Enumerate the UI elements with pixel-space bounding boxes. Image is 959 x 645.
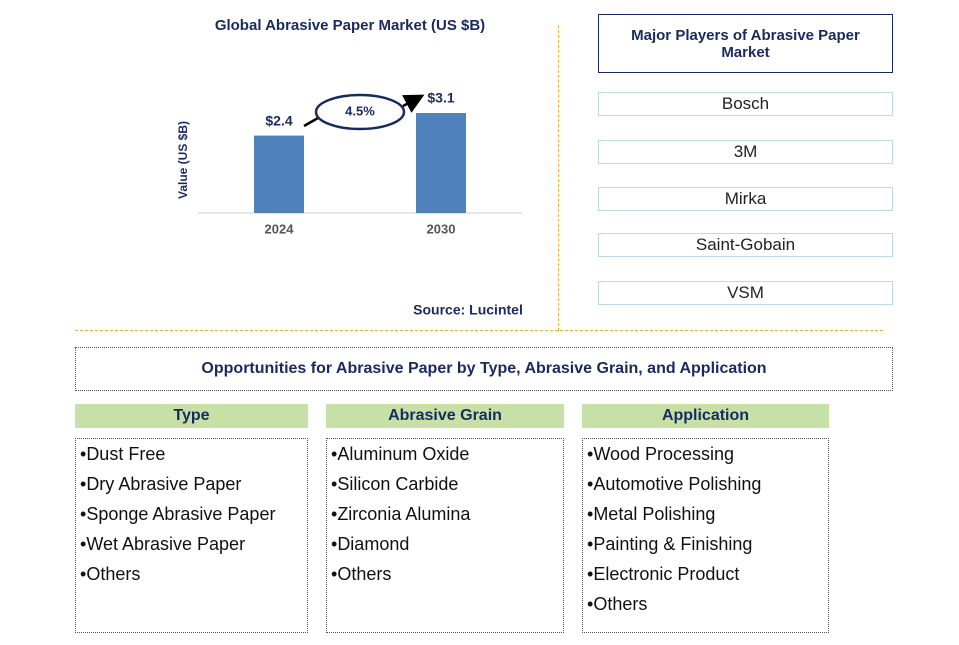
list-item: Automotive Polishing	[587, 473, 828, 503]
column-header: Application	[582, 404, 829, 428]
list-item: Silicon Carbide	[331, 473, 563, 503]
cagr-label: 4.5%	[345, 103, 375, 118]
divider	[75, 330, 883, 331]
x-tick-label: 2030	[427, 221, 456, 236]
list-item: Others	[80, 563, 307, 593]
divider	[558, 25, 559, 331]
value-label: $2.4	[265, 112, 292, 128]
list-item: Others	[331, 563, 563, 593]
list-item: Painting & Finishing	[587, 533, 828, 563]
list-item: Metal Polishing	[587, 503, 828, 533]
x-tick-label: 2024	[265, 221, 295, 236]
list-item: Dry Abrasive Paper	[80, 473, 307, 503]
players-title: Major Players of Abrasive Paper Market	[598, 14, 893, 73]
player: Saint-Gobain	[598, 233, 893, 257]
column-header: Abrasive Grain	[326, 404, 564, 428]
chart: Global Abrasive Paper Market (US $B) Val…	[176, 17, 523, 318]
cagr-ellipse	[314, 93, 406, 131]
bar	[254, 135, 304, 213]
player: VSM	[598, 281, 893, 305]
source: Source: Lucintel	[413, 302, 523, 318]
column-header: Type	[75, 404, 308, 428]
column-list: Dust FreeDry Abrasive PaperSponge Abrasi…	[75, 438, 308, 633]
list-item: Diamond	[331, 533, 563, 563]
player: Bosch	[598, 92, 893, 116]
list-item: Aluminum Oxide	[331, 443, 563, 473]
chart-title: Global Abrasive Paper Market (US $B)	[215, 17, 485, 34]
opportunities-title: Opportunities for Abrasive Paper by Type…	[75, 347, 893, 391]
list-item: Wet Abrasive Paper	[80, 533, 307, 563]
value-label: $3.1	[427, 90, 454, 106]
list-item: Others	[587, 593, 828, 623]
list-item: Zirconia Alumina	[331, 503, 563, 533]
column-list: Aluminum OxideSilicon CarbideZirconia Al…	[326, 438, 564, 633]
list-item: Sponge Abrasive Paper	[80, 503, 307, 533]
player: Mirka	[598, 187, 893, 211]
list-item: Wood Processing	[587, 443, 828, 473]
cagr-arrow	[303, 97, 420, 128]
column-list: Wood ProcessingAutomotive PolishingMetal…	[582, 438, 829, 633]
list-item: Dust Free	[80, 443, 307, 473]
y-axis-label: Value (US $B)	[176, 121, 190, 199]
player: 3M	[598, 140, 893, 164]
bar	[416, 113, 466, 213]
list-item: Electronic Product	[587, 563, 828, 593]
